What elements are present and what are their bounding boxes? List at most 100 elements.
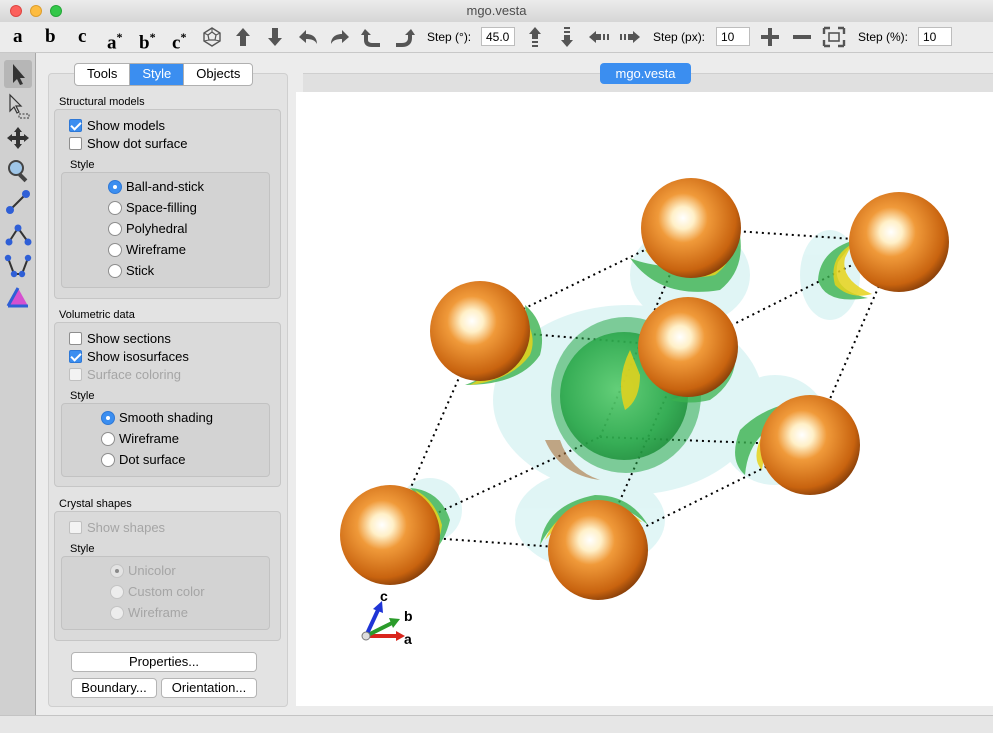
tab-tools[interactable]: Tools bbox=[75, 64, 131, 85]
crystal-wireframe-radio[interactable] bbox=[110, 606, 124, 620]
structural-models-title: Structural models bbox=[59, 96, 145, 108]
surface-coloring-label: Surface coloring bbox=[87, 367, 181, 382]
select-region-icon bbox=[9, 93, 30, 119]
axis-b-text: b bbox=[404, 608, 413, 624]
structural-style-title: Style bbox=[70, 159, 95, 171]
polyhedron-icon[interactable] bbox=[200, 26, 224, 48]
tab-objects[interactable]: Objects bbox=[196, 66, 241, 81]
show-shapes-checkbox[interactable] bbox=[69, 521, 82, 534]
edit-bond-icon bbox=[6, 287, 28, 308]
view-along-c-button[interactable]: c bbox=[78, 25, 86, 49]
axis-a-star-label: a bbox=[107, 32, 117, 54]
move-down-icon[interactable] bbox=[555, 26, 579, 48]
rotate-ccw-icon[interactable] bbox=[360, 26, 384, 48]
move-left-icon[interactable] bbox=[587, 26, 611, 48]
dihedral-icon bbox=[4, 254, 32, 278]
view-along-a-star-button[interactable]: a* bbox=[107, 25, 123, 55]
structure-viewport[interactable]: a b c bbox=[296, 92, 993, 706]
document-tab[interactable]: mgo.vesta bbox=[600, 63, 691, 84]
smooth-shading-label: Smooth shading bbox=[119, 410, 213, 425]
move-up-icon[interactable] bbox=[523, 26, 547, 48]
close-window-button[interactable] bbox=[10, 5, 22, 17]
mg-atom bbox=[548, 500, 648, 600]
show-sections-checkbox[interactable] bbox=[69, 332, 82, 345]
view-along-a-button[interactable]: a bbox=[13, 25, 23, 49]
unicolor-radio[interactable] bbox=[110, 564, 124, 578]
orientation-button[interactable]: Orientation... bbox=[161, 678, 257, 698]
custom-color-radio[interactable] bbox=[110, 585, 124, 599]
fit-icon[interactable] bbox=[822, 26, 846, 48]
show-sections-label: Show sections bbox=[87, 331, 171, 346]
tool-sidebar bbox=[0, 53, 36, 715]
translate-tool-button[interactable] bbox=[4, 124, 32, 152]
mg-atom bbox=[340, 485, 440, 585]
move-right-icon[interactable] bbox=[618, 26, 642, 48]
star-sup: * bbox=[180, 30, 187, 44]
magnify-tool-button[interactable] bbox=[4, 156, 32, 184]
ball-and-stick-radio[interactable] bbox=[108, 180, 122, 194]
mg-atom bbox=[641, 178, 741, 278]
tab-style[interactable]: Style bbox=[130, 64, 185, 85]
axis-c-star-label: c bbox=[172, 32, 181, 54]
mg-atom bbox=[430, 281, 530, 381]
properties-button[interactable]: Properties... bbox=[71, 652, 257, 672]
wireframe-label: Wireframe bbox=[126, 242, 186, 257]
dihedral-tool-button[interactable] bbox=[4, 252, 32, 280]
vol-wireframe-radio[interactable] bbox=[101, 432, 115, 446]
select-region-tool-button[interactable] bbox=[4, 92, 32, 120]
rotate-left-icon[interactable] bbox=[296, 26, 320, 48]
view-along-c-star-button[interactable]: c* bbox=[172, 25, 186, 55]
mg-atom bbox=[849, 192, 949, 292]
smooth-shading-radio[interactable] bbox=[101, 411, 115, 425]
axis-c-label: c bbox=[78, 26, 87, 47]
axis-b-label: b bbox=[45, 26, 56, 47]
crystal-style-title: Style bbox=[70, 543, 95, 555]
dot-surface-radio[interactable] bbox=[101, 453, 115, 467]
unicolor-label: Unicolor bbox=[128, 563, 176, 578]
zoom-out-icon[interactable] bbox=[790, 26, 814, 48]
polyhedral-radio[interactable] bbox=[108, 222, 122, 236]
step-pct-label: Step (%): bbox=[858, 30, 909, 44]
view-along-b-button[interactable]: b bbox=[45, 25, 56, 49]
angle-tool-button[interactable] bbox=[4, 220, 32, 248]
crystal-shapes-title: Crystal shapes bbox=[59, 498, 132, 510]
zoom-in-icon[interactable] bbox=[758, 26, 782, 48]
volumetric-data-title: Volumetric data bbox=[59, 309, 135, 321]
step-deg-input[interactable] bbox=[481, 27, 515, 46]
arrow-up-icon[interactable] bbox=[231, 26, 255, 48]
show-dot-surface-checkbox[interactable] bbox=[69, 137, 82, 150]
view-along-b-star-button[interactable]: b* bbox=[139, 25, 156, 55]
crystal-style-group bbox=[61, 556, 270, 630]
volumetric-style-group bbox=[61, 403, 270, 477]
axis-a-text: a bbox=[404, 631, 412, 647]
rotate-right-icon[interactable] bbox=[328, 26, 352, 48]
space-filling-radio[interactable] bbox=[108, 201, 122, 215]
zoom-window-button[interactable] bbox=[50, 5, 62, 17]
minimize-window-button[interactable] bbox=[30, 5, 42, 17]
arrow-down-icon[interactable] bbox=[263, 26, 287, 48]
axis-c-text: c bbox=[380, 588, 388, 604]
star-sup: * bbox=[116, 30, 123, 44]
distance-icon bbox=[6, 190, 30, 214]
panel-tabs: Tools Style Objects bbox=[74, 63, 254, 86]
step-px-input[interactable] bbox=[716, 27, 750, 46]
step-pct-input[interactable] bbox=[918, 27, 952, 46]
show-isosurfaces-checkbox[interactable] bbox=[69, 350, 82, 363]
mg-atom bbox=[638, 297, 738, 397]
select-tool-button[interactable] bbox=[4, 60, 32, 88]
vol-wireframe-label: Wireframe bbox=[119, 431, 179, 446]
edit-bond-tool-button[interactable] bbox=[4, 284, 32, 312]
wireframe-radio[interactable] bbox=[108, 243, 122, 257]
custom-color-label: Custom color bbox=[128, 584, 205, 599]
show-dot-surface-label: Show dot surface bbox=[87, 136, 188, 151]
stick-radio[interactable] bbox=[108, 264, 122, 278]
boundary-button[interactable]: Boundary... bbox=[71, 678, 157, 698]
surface-coloring-checkbox[interactable] bbox=[69, 368, 82, 381]
structural-style-group bbox=[61, 172, 270, 288]
angle-icon bbox=[5, 224, 32, 246]
rotate-cw-icon[interactable] bbox=[392, 26, 416, 48]
show-isosurfaces-label: Show isosurfaces bbox=[87, 349, 189, 364]
distance-tool-button[interactable] bbox=[4, 188, 32, 216]
show-models-checkbox[interactable] bbox=[69, 119, 82, 132]
crystal-structure-view: a b c bbox=[340, 178, 949, 647]
